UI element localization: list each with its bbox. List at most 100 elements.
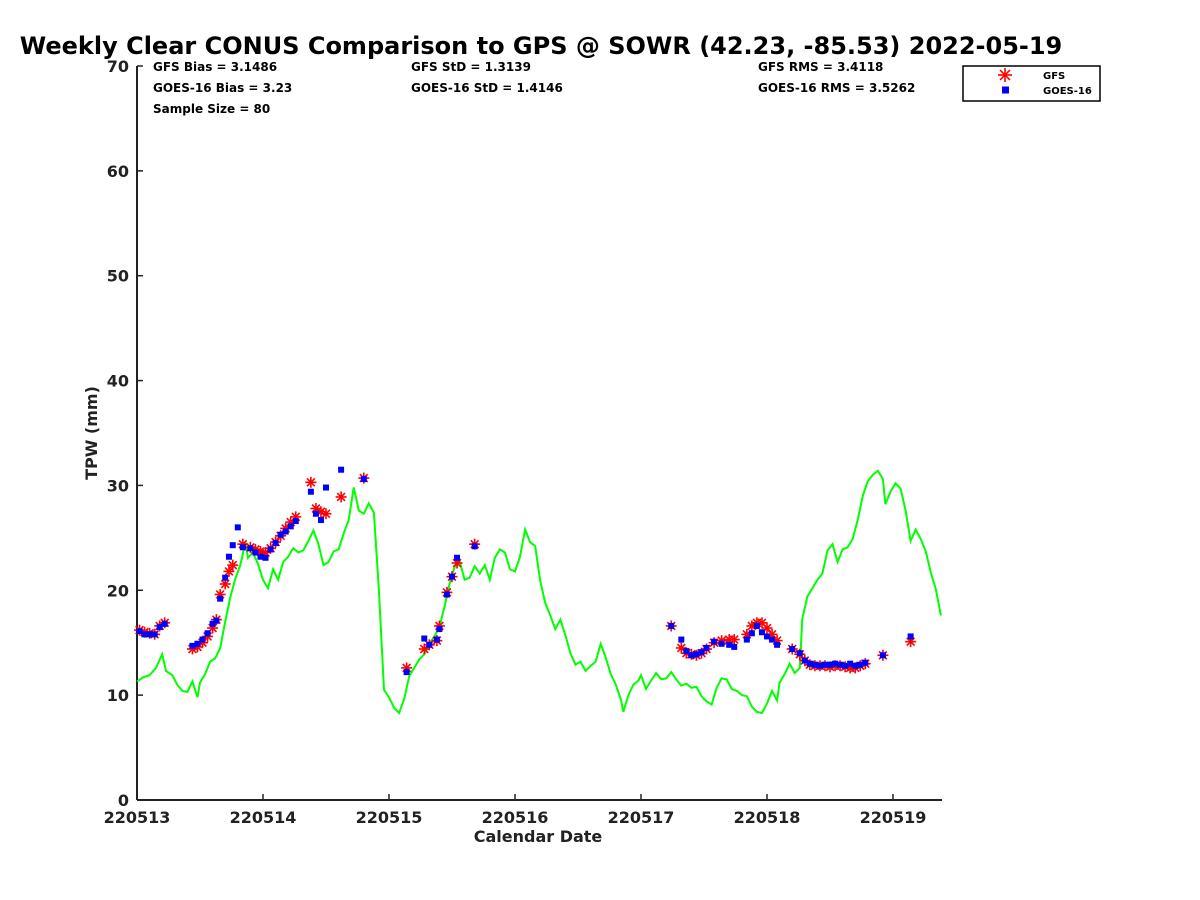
goes-point	[789, 646, 796, 653]
goes-point	[811, 661, 818, 668]
gps-line	[136, 469, 942, 715]
goes-point	[847, 660, 854, 667]
goes-point	[907, 633, 914, 640]
goes-point	[199, 636, 206, 643]
goes-point	[421, 635, 428, 642]
goes-point	[852, 662, 859, 669]
stat-goes-bias: GOES-16 Bias = 3.23	[153, 81, 292, 95]
goes-point	[827, 661, 833, 668]
goes-point	[247, 545, 254, 552]
legend-gfs-star	[998, 68, 1012, 82]
stats-block: GFS Bias = 3.1486 GOES-16 Bias = 3.23 Sa…	[153, 60, 915, 116]
goes-point	[252, 549, 259, 556]
goes-point	[449, 573, 455, 580]
goes-point	[204, 630, 211, 637]
y-tick-label: 20	[107, 581, 129, 600]
goes-point	[801, 657, 808, 664]
x-tick-label: 220517	[608, 808, 675, 827]
goes-point	[879, 652, 886, 659]
goes-point	[229, 542, 236, 549]
goes-point	[748, 630, 755, 637]
chart-title: Weekly Clear CONUS Comparison to GPS @ S…	[20, 32, 1063, 60]
x-tick-label: 220513	[104, 808, 171, 827]
goes-point	[796, 650, 803, 657]
goes-point	[194, 640, 201, 647]
y-axis-label: TPW (mm)	[82, 386, 101, 480]
goes-point	[832, 660, 839, 667]
goes-point	[678, 636, 685, 643]
gfs-point	[335, 491, 347, 503]
gfs-point	[227, 559, 239, 571]
stat-gfs-std: GFS StD = 1.3139	[411, 60, 531, 74]
goes-point	[731, 643, 738, 650]
goes-point	[267, 546, 274, 553]
goes-point	[307, 488, 314, 495]
x-tick-label: 220518	[734, 808, 801, 827]
goes-point	[277, 531, 284, 538]
goes-point	[443, 591, 450, 598]
y-tick-label: 40	[107, 372, 129, 391]
goes-point	[156, 623, 163, 630]
goes-point	[842, 662, 849, 669]
goes-point	[146, 631, 153, 638]
goes-point	[769, 636, 776, 643]
goes-point	[257, 553, 264, 560]
goes-point	[454, 554, 461, 561]
goes-point	[136, 628, 143, 635]
goes-point	[222, 574, 229, 581]
goes-point	[312, 510, 319, 517]
goes-point	[282, 528, 289, 535]
goes-point	[403, 669, 410, 676]
goes-point	[857, 661, 864, 668]
y-tick-label: 10	[107, 686, 129, 705]
stat-goes-std: GOES-16 StD = 1.4146	[411, 81, 563, 95]
goes-point	[338, 466, 345, 473]
goes-point	[217, 595, 224, 602]
stat-gfs-bias: GFS Bias = 3.1486	[153, 60, 277, 74]
goes-point	[821, 661, 828, 668]
y-tick-label: 70	[107, 57, 129, 76]
goes-point	[688, 652, 695, 659]
goes-point	[209, 620, 216, 627]
legend-gfs-label: GFS	[1043, 71, 1065, 82]
legend-box	[962, 65, 1101, 102]
goes-point	[323, 484, 329, 491]
goes-point	[426, 641, 433, 648]
goes-point	[234, 524, 241, 531]
goes-point	[703, 644, 710, 651]
gfs-point	[223, 565, 235, 577]
y-tick-label: 0	[118, 791, 129, 810]
goes-point	[774, 641, 781, 648]
goes-point	[317, 517, 324, 524]
x-tick-label: 220519	[860, 808, 927, 827]
goes-point	[433, 636, 440, 643]
goes-point	[698, 649, 705, 656]
stat-gfs-rms: GFS RMS = 3.4118	[758, 60, 883, 74]
goes-point	[161, 620, 168, 627]
stat-sample-size: Sample Size = 80	[153, 102, 270, 116]
goes-point	[718, 640, 725, 647]
goes-point	[272, 540, 279, 547]
x-tick-label: 220514	[230, 808, 297, 827]
goes-point	[758, 629, 765, 636]
y-tick-label: 50	[107, 267, 129, 286]
goes-point	[726, 641, 733, 648]
stat-goes-rms: GOES-16 RMS = 3.5262	[758, 81, 915, 95]
legend: GFS GOES-16	[962, 65, 1101, 102]
goes-point	[225, 553, 232, 560]
y-tick-label: 60	[107, 162, 129, 181]
goes-point	[471, 543, 478, 550]
goes-point	[213, 617, 220, 624]
goes-point	[292, 518, 299, 525]
goes-point	[693, 651, 700, 658]
goes-point	[837, 661, 844, 668]
gfs-point	[305, 476, 317, 488]
goes-point	[151, 631, 158, 638]
goes-point	[262, 554, 269, 561]
goes-point	[668, 622, 675, 629]
goes-point	[764, 633, 770, 640]
plot-area	[134, 466, 942, 715]
goes-point	[862, 659, 869, 666]
y-tick-label: 30	[107, 476, 129, 495]
